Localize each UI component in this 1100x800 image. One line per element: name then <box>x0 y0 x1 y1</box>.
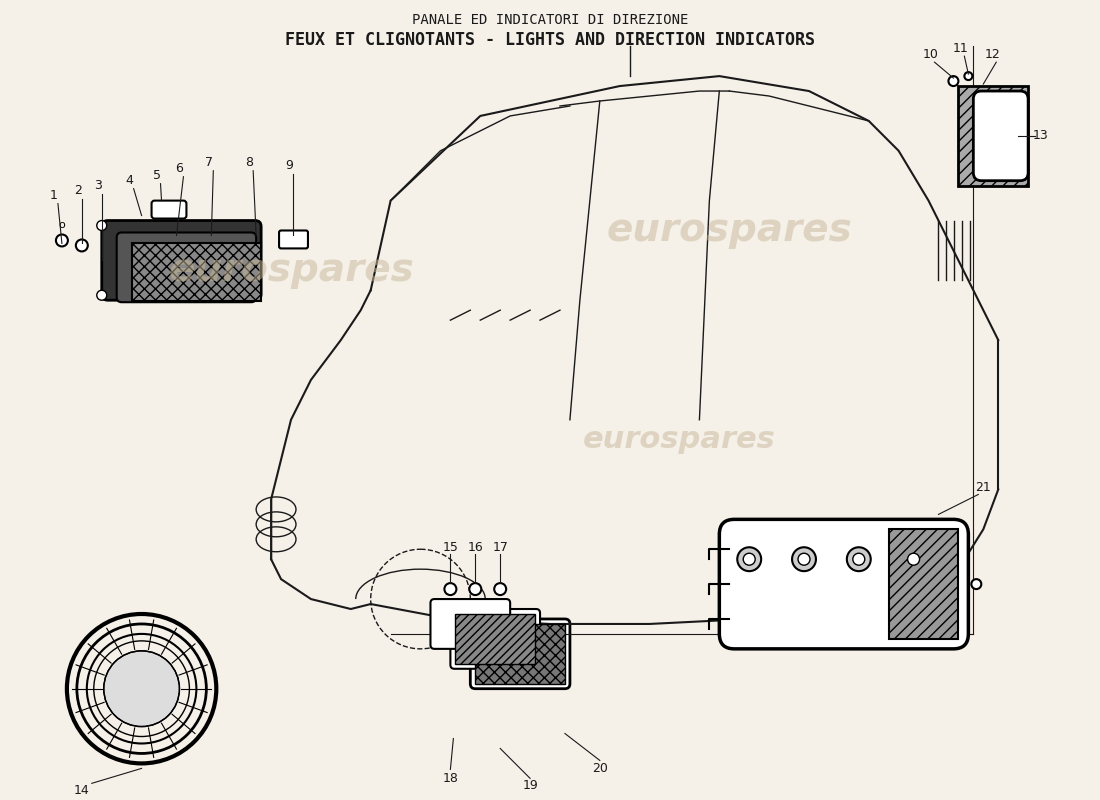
Text: 11: 11 <box>953 42 968 54</box>
Text: 1: 1 <box>50 189 58 202</box>
Text: 16: 16 <box>468 541 483 554</box>
Circle shape <box>908 554 920 565</box>
Text: 10: 10 <box>923 48 938 61</box>
Circle shape <box>494 583 506 595</box>
FancyBboxPatch shape <box>471 619 570 689</box>
Text: 18: 18 <box>442 772 459 785</box>
Circle shape <box>948 76 958 86</box>
Circle shape <box>76 239 88 251</box>
FancyBboxPatch shape <box>450 609 540 669</box>
Circle shape <box>902 547 925 571</box>
Circle shape <box>852 554 865 565</box>
Text: 17: 17 <box>493 541 508 554</box>
Bar <box>132 243 261 302</box>
Bar <box>958 86 1028 186</box>
Text: 14: 14 <box>74 784 90 797</box>
Circle shape <box>971 579 981 589</box>
FancyBboxPatch shape <box>279 230 308 249</box>
Bar <box>455 614 535 664</box>
Text: 7: 7 <box>206 156 213 170</box>
FancyBboxPatch shape <box>719 519 968 649</box>
Text: eurospares: eurospares <box>168 251 414 290</box>
Circle shape <box>56 234 68 246</box>
FancyBboxPatch shape <box>974 91 1028 181</box>
FancyBboxPatch shape <box>102 221 261 300</box>
Circle shape <box>847 547 871 571</box>
Circle shape <box>97 221 107 230</box>
Text: eurospares: eurospares <box>583 425 775 454</box>
Text: 15: 15 <box>442 541 459 554</box>
Text: 12: 12 <box>984 48 1000 61</box>
Circle shape <box>792 547 816 571</box>
FancyBboxPatch shape <box>152 201 186 218</box>
Circle shape <box>737 547 761 571</box>
Circle shape <box>103 651 179 726</box>
Text: PANALE ED INDICATORI DI DIREZIONE: PANALE ED INDICATORI DI DIREZIONE <box>411 14 689 27</box>
Text: 3: 3 <box>94 179 101 192</box>
Text: eurospares: eurospares <box>606 211 852 250</box>
Text: 4: 4 <box>125 174 133 187</box>
Text: FEUX ET CLIGNOTANTS - LIGHTS AND DIRECTION INDICATORS: FEUX ET CLIGNOTANTS - LIGHTS AND DIRECTI… <box>285 31 815 50</box>
Text: 13: 13 <box>1032 130 1048 142</box>
Circle shape <box>744 554 756 565</box>
Text: 21: 21 <box>976 481 991 494</box>
Text: o: o <box>58 219 65 230</box>
Bar <box>475 624 565 684</box>
Text: 9: 9 <box>285 159 293 172</box>
Text: 19: 19 <box>522 779 538 792</box>
Circle shape <box>470 583 482 595</box>
FancyBboxPatch shape <box>117 233 256 302</box>
Text: 2: 2 <box>74 184 81 197</box>
Circle shape <box>965 72 972 80</box>
Text: 8: 8 <box>245 156 253 170</box>
Circle shape <box>798 554 810 565</box>
Text: 5: 5 <box>153 170 161 182</box>
Bar <box>889 530 958 639</box>
Circle shape <box>97 290 107 300</box>
Text: 6: 6 <box>176 162 184 175</box>
FancyBboxPatch shape <box>430 599 510 649</box>
Circle shape <box>444 583 456 595</box>
Text: 20: 20 <box>592 762 607 775</box>
